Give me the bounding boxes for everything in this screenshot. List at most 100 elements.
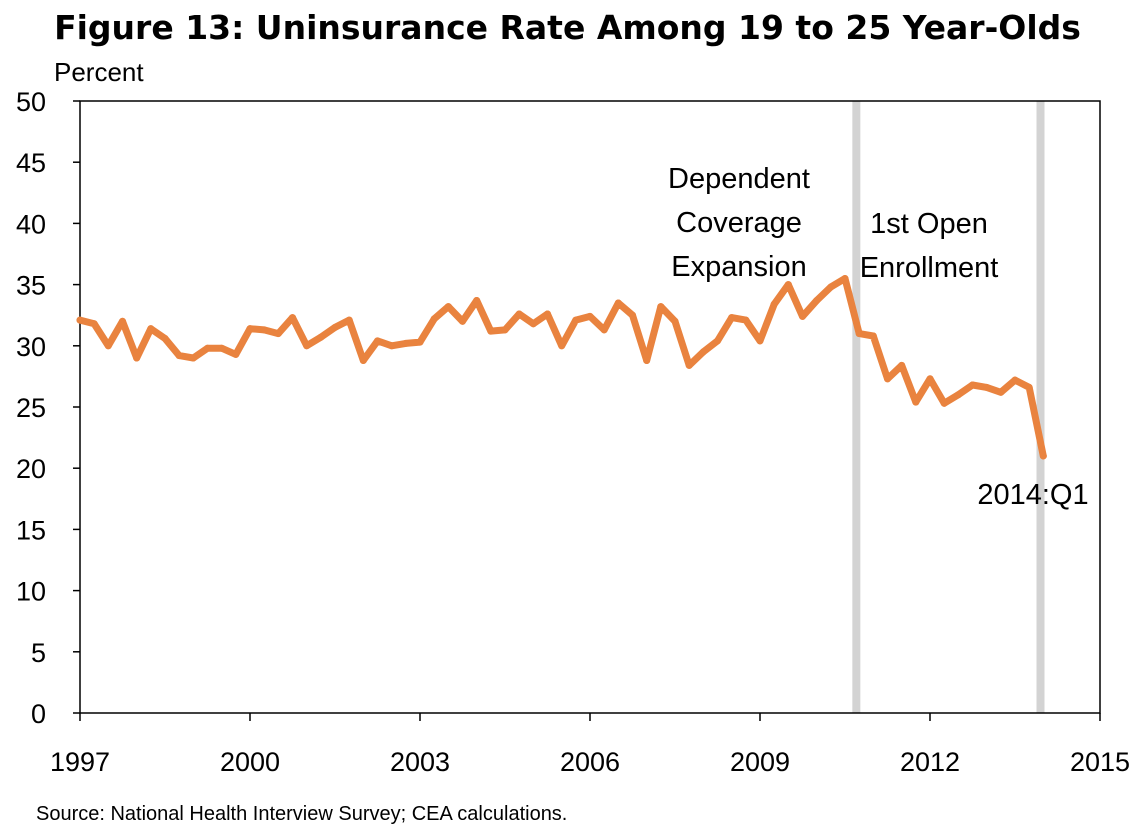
- x-tick-label: 2009: [730, 747, 790, 777]
- data-point: [728, 314, 736, 322]
- annotations: Dependent Coverage Expansion 1st Open Enroll…: [668, 163, 1089, 511]
- x-tick-label: 2006: [560, 747, 620, 777]
- data-point: [303, 342, 311, 350]
- data-point: [487, 327, 495, 335]
- y-axis-label: Percent: [54, 57, 144, 87]
- y-tick-label: 0: [31, 699, 46, 729]
- data-point: [983, 383, 991, 391]
- data-point: [1011, 376, 1019, 384]
- source-note: Source: National Health Interview Survey…: [36, 803, 568, 825]
- data-point: [884, 375, 891, 383]
- event-marker-bar-1: [852, 101, 861, 713]
- y-tick-label: 15: [16, 515, 46, 545]
- data-point: [388, 342, 396, 350]
- plot-area-frame: [79, 100, 1101, 714]
- y-tick-label: 5: [31, 638, 46, 668]
- data-point: [430, 315, 438, 323]
- data-point: [76, 316, 84, 324]
- data-point: [402, 339, 410, 347]
- data-point: [898, 361, 906, 369]
- y-tick-label: 30: [16, 332, 46, 362]
- data-point: [147, 325, 155, 333]
- data-point: [827, 283, 835, 291]
- annotation-dependent-coverage-line-1: Dependent: [668, 163, 810, 195]
- data-point: [473, 297, 481, 305]
- data-point: [189, 354, 197, 362]
- series-group: [76, 274, 1047, 460]
- data-point: [912, 398, 920, 406]
- data-point: [246, 325, 254, 333]
- data-point: [813, 297, 821, 305]
- data-point: [558, 342, 566, 350]
- y-tick-label: 45: [16, 148, 46, 178]
- data-point: [1039, 452, 1047, 460]
- y-tick-label: 35: [16, 271, 46, 301]
- data-point: [218, 344, 226, 352]
- data-point: [614, 299, 622, 307]
- data-point: [204, 344, 211, 352]
- data-point: [133, 354, 141, 362]
- data-point: [515, 310, 523, 318]
- x-tick-label: 2000: [220, 747, 280, 777]
- x-tick-label: 1997: [50, 747, 110, 777]
- y-tick-label: 50: [16, 87, 46, 117]
- data-point: [714, 337, 721, 345]
- data-point: [374, 337, 381, 345]
- data-point: [119, 317, 126, 325]
- chart: Percent 0 5 10 15 20 25 30 35 40 45 50 1997 2000 200…: [16, 57, 1130, 777]
- data-point: [444, 303, 452, 311]
- data-point: [841, 274, 849, 282]
- data-point: [274, 330, 282, 338]
- data-point: [161, 334, 169, 342]
- data-point: [685, 361, 693, 369]
- data-point: [969, 381, 976, 389]
- x-tick-label: 2015: [1070, 747, 1130, 777]
- data-point: [544, 310, 551, 318]
- data-point: [770, 300, 778, 308]
- event-markers: [852, 101, 1045, 713]
- x-tick-label: 2003: [390, 747, 450, 777]
- data-point: [345, 316, 353, 324]
- data-point: [657, 303, 665, 311]
- x-tick-label: 2012: [900, 747, 960, 777]
- data-point: [926, 375, 934, 383]
- data-point: [586, 312, 594, 320]
- y-tick-label: 25: [16, 393, 46, 423]
- data-point: [954, 391, 962, 399]
- data-point: [1025, 383, 1033, 391]
- data-point: [260, 326, 268, 334]
- annotation-dependent-coverage-line-3: Expansion: [671, 251, 806, 283]
- annotation-dependent-coverage-line-2: Coverage: [676, 207, 802, 239]
- data-point: [742, 316, 750, 324]
- y-axis: 0 5 10 15 20 25 30 35 40 45 50: [16, 87, 80, 729]
- event-marker-bar-2: [1036, 101, 1045, 713]
- data-point: [869, 332, 877, 340]
- data-point: [529, 320, 537, 328]
- data-point: [232, 350, 240, 358]
- annotation-open-enrollment-line-2: Enrollment: [860, 252, 999, 284]
- data-point: [699, 348, 707, 356]
- data-point: [784, 281, 792, 289]
- y-tick-label: 20: [16, 454, 46, 484]
- data-point: [756, 337, 764, 345]
- data-point: [629, 311, 636, 319]
- data-point: [104, 342, 112, 350]
- data-point: [416, 338, 424, 346]
- data-point: [643, 356, 651, 364]
- y-tick-label: 40: [16, 209, 46, 239]
- data-point: [317, 333, 325, 341]
- data-point: [600, 326, 608, 334]
- annotation-end-label: 2014:Q1: [977, 479, 1088, 511]
- data-point: [359, 356, 367, 364]
- data-point: [459, 317, 466, 325]
- data-point: [799, 312, 806, 320]
- y-tick-label: 10: [16, 577, 46, 607]
- data-point: [501, 326, 509, 334]
- data-point: [331, 323, 339, 331]
- data-point: [572, 316, 580, 324]
- annotation-open-enrollment-line-1: 1st Open: [870, 208, 988, 240]
- data-point: [175, 352, 183, 360]
- data-point: [671, 317, 679, 325]
- data-point: [289, 314, 296, 322]
- chart-title: Figure 13: Uninsurance Rate Among 19 to …: [54, 8, 1081, 47]
